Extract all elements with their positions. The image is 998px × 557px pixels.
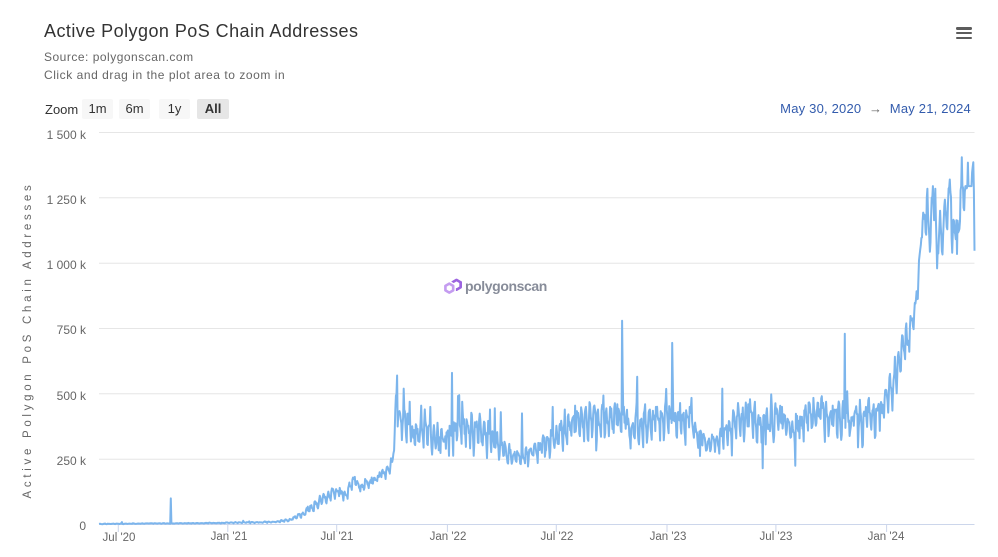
svg-text:polygonscan: polygonscan xyxy=(465,278,547,294)
